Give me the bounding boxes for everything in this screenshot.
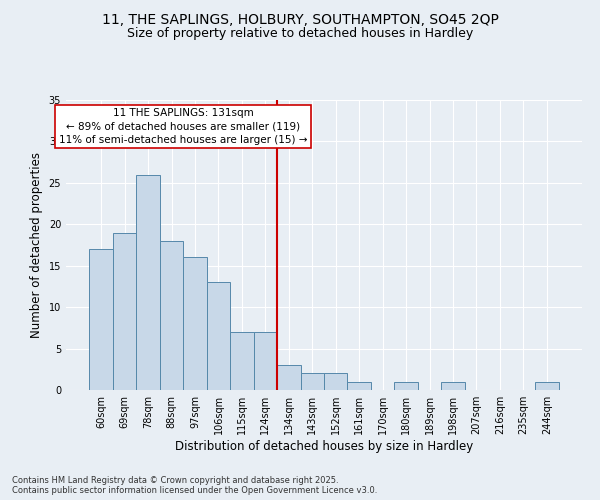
Bar [254,332,277,390]
X-axis label: Distribution of detached houses by size in Hardley: Distribution of detached houses by size … [175,440,473,453]
Bar [441,382,465,390]
Bar [183,258,207,390]
Bar [394,382,418,390]
Bar [160,241,183,390]
Text: Size of property relative to detached houses in Hardley: Size of property relative to detached ho… [127,28,473,40]
Bar [113,232,136,390]
Bar [277,365,301,390]
Bar [136,174,160,390]
Bar [535,382,559,390]
Bar [301,374,324,390]
Bar [230,332,254,390]
Bar [347,382,371,390]
Y-axis label: Number of detached properties: Number of detached properties [30,152,43,338]
Text: 11, THE SAPLINGS, HOLBURY, SOUTHAMPTON, SO45 2QP: 11, THE SAPLINGS, HOLBURY, SOUTHAMPTON, … [101,12,499,26]
Bar [207,282,230,390]
Bar [324,374,347,390]
Text: Contains HM Land Registry data © Crown copyright and database right 2025.
Contai: Contains HM Land Registry data © Crown c… [12,476,377,495]
Text: 11 THE SAPLINGS: 131sqm
← 89% of detached houses are smaller (119)
11% of semi-d: 11 THE SAPLINGS: 131sqm ← 89% of detache… [59,108,308,144]
Bar [89,249,113,390]
